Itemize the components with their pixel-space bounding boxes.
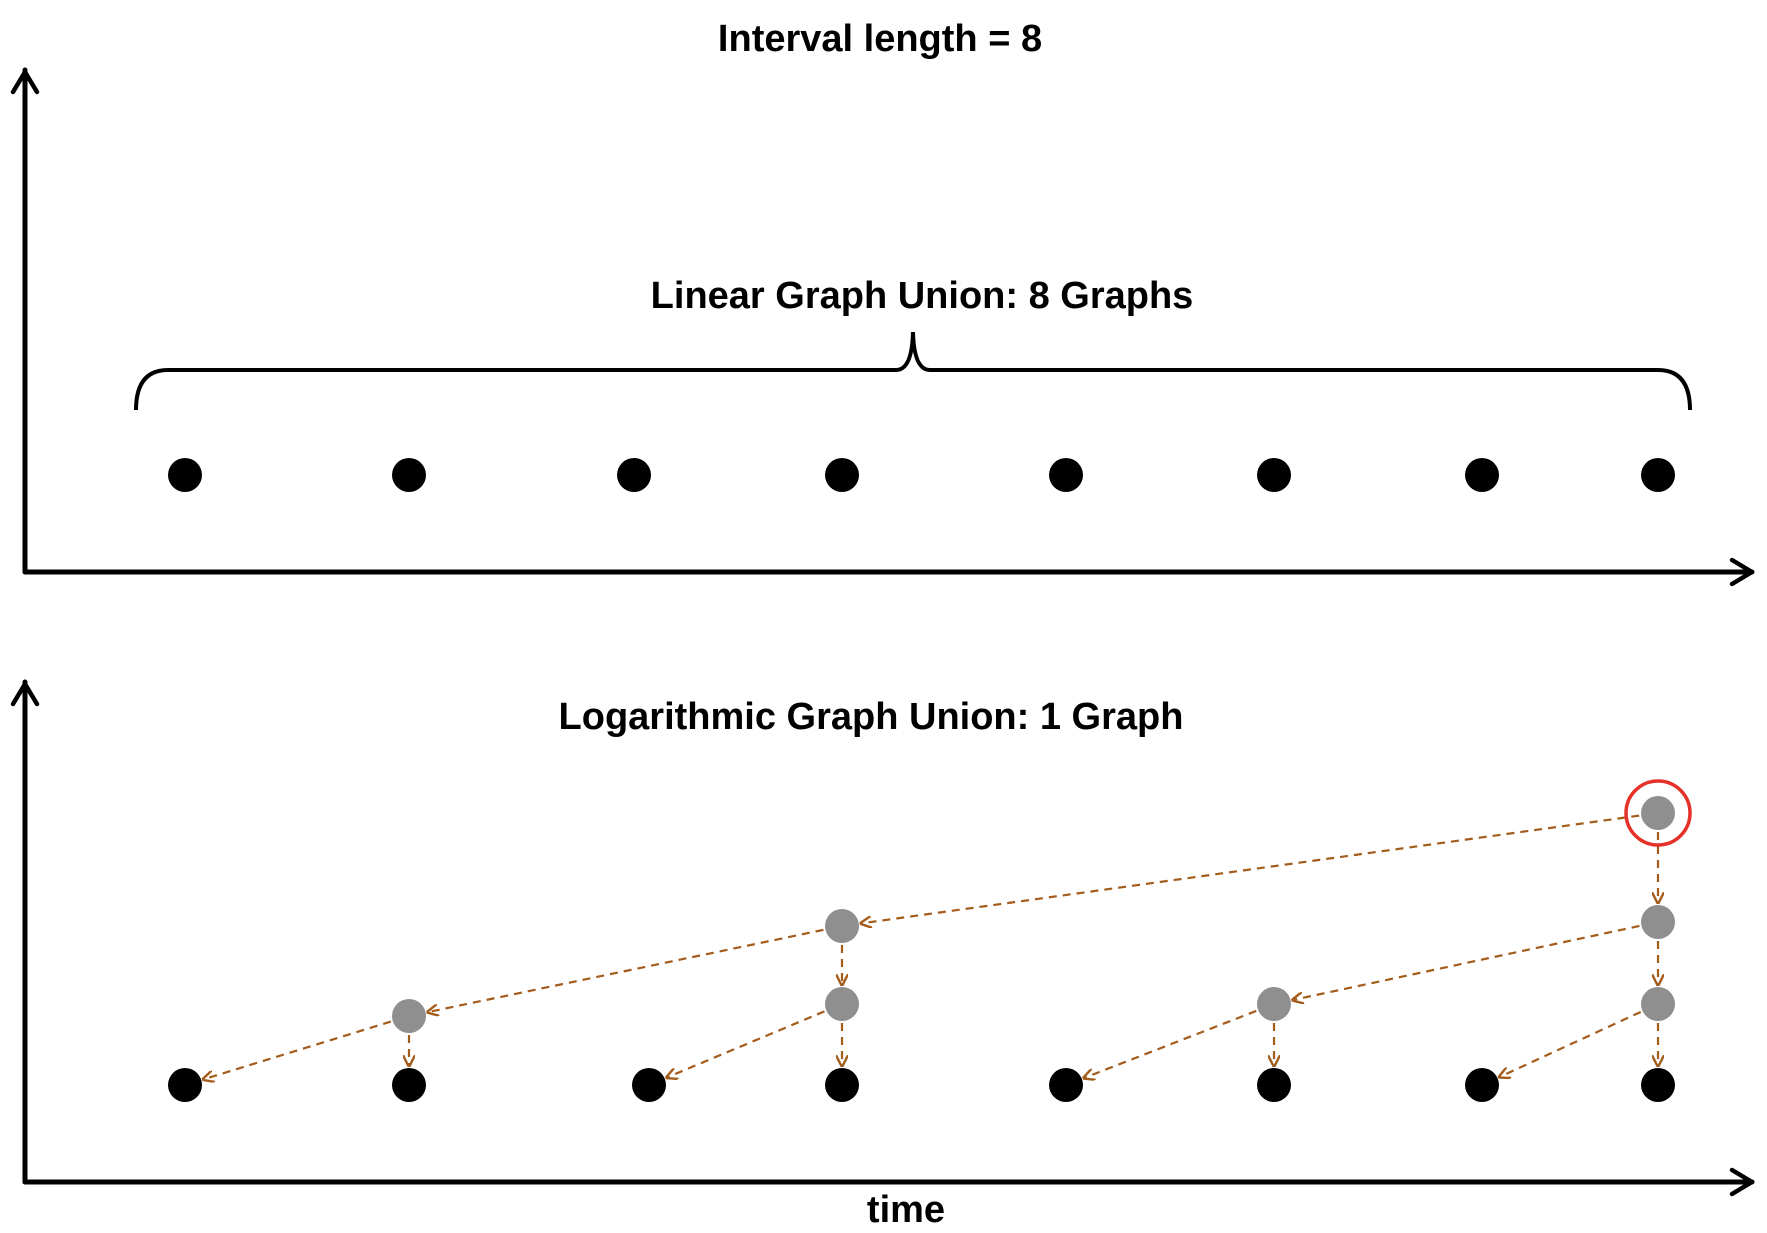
linear-snapshot-node <box>1641 458 1675 492</box>
log-union-node <box>1257 987 1291 1021</box>
log-snapshot-node <box>392 1068 426 1102</box>
log-snapshot-node <box>168 1068 202 1102</box>
linear-snapshot-node <box>825 458 859 492</box>
linear-x-axis-arrowhead <box>1729 557 1755 587</box>
dependency-edge <box>1499 1010 1642 1077</box>
log-snapshot-node <box>1257 1068 1291 1102</box>
dependency-edge <box>1293 924 1640 1000</box>
log-root-union-node <box>1641 796 1675 830</box>
time-axis-label: time <box>867 1189 945 1231</box>
log-snapshot-node <box>825 1068 859 1102</box>
log-union-node <box>392 999 426 1033</box>
log-y-axis-arrowhead <box>10 681 40 707</box>
dependency-edge <box>667 1010 825 1077</box>
log-snapshot-node <box>1641 1068 1675 1102</box>
log-snapshot-node <box>632 1068 666 1102</box>
root-highlight-ring <box>1624 779 1692 847</box>
linear-snapshot-node <box>1257 458 1291 492</box>
linear-union-brace <box>134 331 1692 411</box>
log-union-node <box>825 909 859 943</box>
linear-snapshot-nodes <box>168 458 1675 492</box>
log-union-node <box>1641 987 1675 1021</box>
logarithmic-edges <box>203 814 1658 1080</box>
linear-snapshot-node <box>392 458 426 492</box>
dependency-edge <box>861 814 1640 924</box>
log-snapshot-node <box>1049 1068 1083 1102</box>
logarithmic-panel: Logarithmic Graph Union: 1 Graph <box>10 679 1755 1197</box>
diagram-title: Interval length = 8 <box>718 18 1042 60</box>
log-snapshot-node <box>1465 1068 1499 1102</box>
linear-snapshot-node <box>617 458 651 492</box>
linear-y-axis-arrowhead <box>10 69 40 95</box>
dependency-edge <box>1084 1009 1257 1078</box>
log-union-node <box>825 987 859 1021</box>
log-x-axis-arrowhead <box>1729 1167 1755 1197</box>
linear-snapshot-node <box>168 458 202 492</box>
linear-union-label: Linear Graph Union: 8 Graphs <box>651 275 1194 317</box>
logarithmic-union-label: Logarithmic Graph Union: 1 Graph <box>559 696 1184 738</box>
dependency-edge <box>203 1020 392 1080</box>
dependency-edge <box>428 928 824 1012</box>
logarithmic-nodes <box>168 796 1675 1102</box>
log-union-node <box>1641 905 1675 939</box>
linear-panel: Linear Graph Union: 8 Graphs <box>10 67 1755 587</box>
linear-snapshot-node <box>1049 458 1083 492</box>
linear-snapshot-node <box>1465 458 1499 492</box>
